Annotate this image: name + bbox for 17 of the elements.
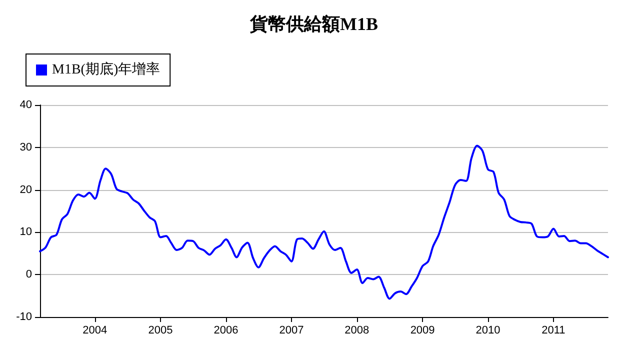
x-tick-label: 2007 [279,324,304,336]
y-tick-label: -10 [16,311,32,323]
line-series [39,144,609,300]
chart-title: 貨幣供給額M1B [249,14,378,34]
x-tick-label: 2010 [476,324,500,336]
y-tick-label: 30 [20,141,32,154]
y-tick-label: 10 [20,226,32,238]
x-tick-label: 2006 [214,324,238,336]
y-tick-label: 40 [20,99,32,111]
legend-label: M1B(期底)年增率 [52,62,160,78]
x-tick-label: 2004 [82,324,108,336]
y-tick-label: 20 [20,184,32,196]
y-tick-label: 0 [26,268,32,281]
x-tick-label: 2005 [148,324,173,336]
x-tick-label: 2009 [410,324,435,336]
x-tick-label: 2011 [542,324,566,336]
x-tick-label: 2008 [344,324,370,336]
